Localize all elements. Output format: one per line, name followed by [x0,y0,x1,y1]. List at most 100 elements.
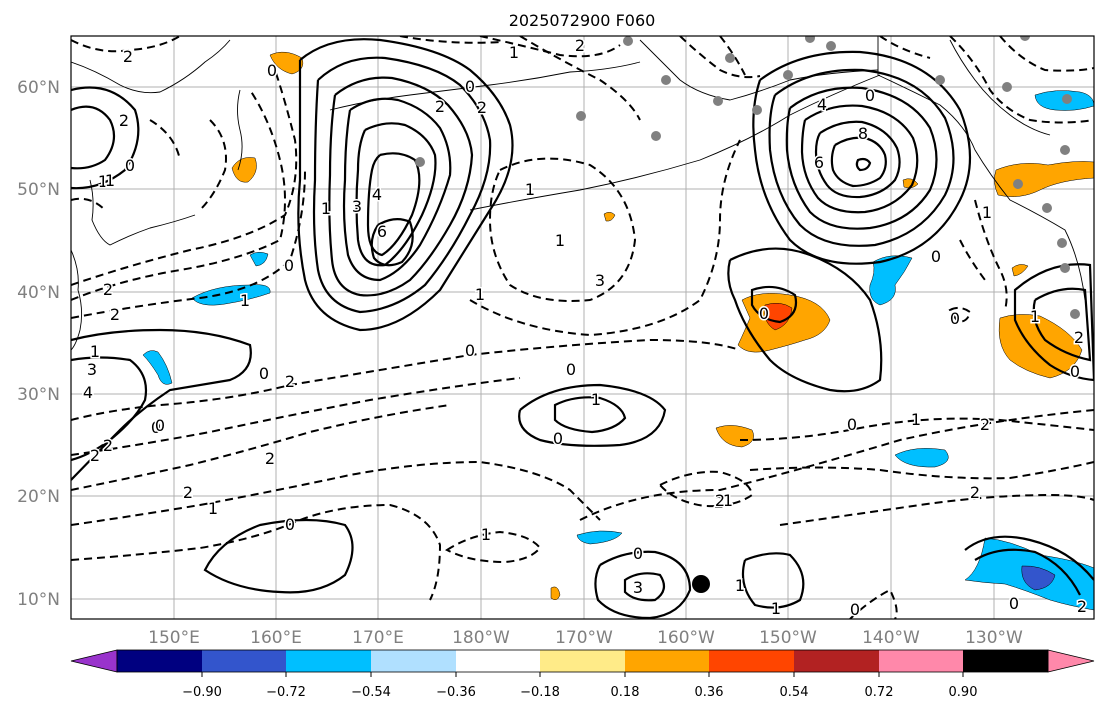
map-frame [70,35,1095,620]
colorbar-cell [371,650,456,672]
contour-label: 1 [475,285,485,304]
contour-label: 3 [87,360,97,379]
contour-label: 0 [847,415,857,434]
contour-label: 2 [1074,328,1084,347]
contour-label: 0 [259,364,269,383]
contour-label: 1 [911,410,921,429]
colorbar-cell [456,650,540,672]
contour-label: 0 [285,515,295,534]
contour-label: 1 [509,43,519,62]
contour-label: 3 [595,271,605,290]
colorbar-tick-label: 0.36 [695,685,724,700]
map-title: 2025072900 F060 [509,11,656,30]
map-area [71,36,1094,619]
contour-label: 2 [103,436,113,455]
lat-label: 50°N [17,180,60,200]
station-dots [415,36,1080,319]
contour-label: 1 [771,599,781,618]
colorbar-cell [794,650,879,672]
contour-label: 1 [1030,307,1040,326]
colorbar-tick-label: −0.90 [182,685,222,700]
contour-label: 1 [555,231,565,250]
lon-label: 180°W [452,628,510,648]
lat-label: 40°N [17,283,60,303]
contour-label: 2 [103,280,113,299]
contour-label: 4 [372,185,382,204]
contour-label: 2 [119,111,129,130]
colorbar-cell [625,650,709,672]
contour-label: 0 [267,61,277,80]
contour-label: 1 [98,172,108,191]
lon-label: 160°E [250,628,302,648]
contour-label: 1 [591,390,601,409]
lon-label: 170°E [352,628,404,648]
colorbar-tick-label: −0.18 [520,685,560,700]
contour-label: 1 [982,203,992,222]
contour-label: 2 [1077,597,1087,616]
contour-label: 0 [633,544,643,563]
lat-label: 10°N [17,590,60,610]
lon-label: 150°E [148,628,200,648]
contour-label: 4 [83,383,93,402]
colorbar-tick-label: 0.90 [949,685,978,700]
contour-label: 0 [865,86,875,105]
contour-label: 2 [477,98,487,117]
contour-label: 2 [435,97,445,116]
contour-label: 2 [265,449,275,468]
colorbar-cell [540,650,625,672]
lat-label: 60°N [17,78,60,98]
contour-label: 1 [208,499,218,518]
contour-label: 0 [850,600,860,619]
colorbar-tick-label: 0.72 [865,685,894,700]
colorbar-tick-label: −0.36 [436,685,476,700]
colorbar-extend-high [1047,649,1095,673]
contour-label: 2 [123,47,133,66]
lat-label: 30°N [17,385,60,405]
contour-label: 0 [284,256,294,275]
colorbar-cell [117,650,202,672]
contour-label: 1 [481,525,491,544]
longitude-labels: 150°E 160°E 170°E 180°W 170°W 160°W 150°… [148,628,1023,648]
colorbar-cell [202,650,286,672]
contour-label: 6 [377,222,387,241]
contour-label: 6 [814,153,824,172]
contour-label: 1 [321,199,331,218]
contour-label: 1 [240,291,250,310]
contour-label: 2 [970,483,980,502]
lon-label: 160°W [657,628,715,648]
contour-label: 2 [980,415,990,434]
contour-label: 0 [1009,594,1019,613]
contour-label: 0 [1070,362,1080,381]
contour-label: 2 [183,483,193,502]
colorbar-tick-label: −0.72 [266,685,306,700]
contour-label: 2 [90,446,100,465]
colorbar-cell [963,650,1048,672]
shading-regions [142,51,1094,611]
contour-label: 1 [525,180,535,199]
contour-label: 0 [465,77,475,96]
colorbar-tick-label: 0.54 [780,685,809,700]
contour-label: 2 [575,36,585,55]
contours-positive [71,38,1094,619]
contour-label: 4 [817,95,827,114]
contour-label: 0 [553,429,563,448]
contour-label: 0 [155,416,165,435]
contour-label: 0 [125,156,135,175]
contour-label: 0 [566,360,576,379]
lon-label: 130°W [965,628,1023,648]
contour-label: 2 [714,493,724,512]
contour-label: 8 [858,124,868,143]
contour-label: 2 [110,305,120,324]
colorbar-tick-label: 0.18 [611,685,640,700]
lat-label: 20°N [17,487,60,507]
lon-label: 150°W [759,628,817,648]
colorbar-extend-low [70,649,118,673]
contour-label: 0 [151,418,161,437]
center-marker [692,575,710,593]
coastlines [71,36,1086,351]
contour-label: 1 [105,171,115,190]
contour-label: 1 [723,491,733,510]
contour-label: 0 [759,304,769,323]
colorbar-cell [879,650,963,672]
